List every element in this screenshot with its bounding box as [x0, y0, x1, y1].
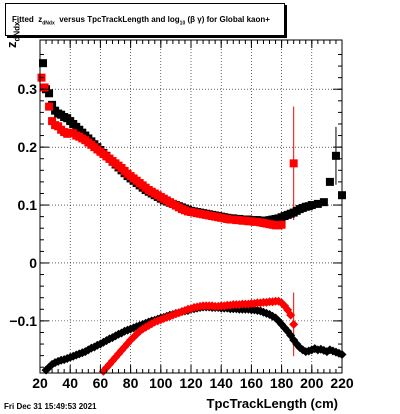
y-tick-label: 0.3: [18, 81, 38, 97]
y-tick-label: 0.2: [18, 139, 38, 155]
y-axis-title-z: z: [4, 41, 19, 49]
timestamp-footer: Fri Dec 31 15:49:53 2021: [4, 402, 97, 411]
x-tick-label: 140: [210, 375, 234, 391]
x-tick-label: 40: [62, 375, 78, 391]
title-z-symbol: z: [38, 15, 43, 24]
title-middle: versus TpcTrackLength and log: [59, 15, 180, 24]
axis-ticks: [39, 40, 343, 373]
width-marker: [286, 310, 296, 320]
width-marker: [289, 319, 299, 329]
title-prefix: Fitted: [12, 15, 34, 24]
mean-marker: [289, 159, 298, 168]
mean-marker: [39, 59, 48, 68]
title-z-subscript: dNdx: [42, 20, 55, 27]
x-tick-label: 60: [93, 375, 109, 391]
mean-marker: [277, 220, 286, 229]
tick-labels: 20 40 60 80 100 120 140 160 180 200 220 −0.1 0 0.1 0.2…: [9, 81, 354, 391]
grid-lines: [40, 40, 342, 373]
mean-marker: [48, 117, 57, 126]
x-tick-label: 100: [149, 375, 173, 391]
mean-marker: [45, 102, 54, 111]
y-tick-label: 0.1: [18, 197, 38, 213]
x-tick-label: 20: [32, 375, 48, 391]
mean-marker: [331, 151, 340, 160]
y-tick-label: −0.1: [9, 313, 37, 329]
title-beta-gamma: (β γ): [187, 15, 205, 24]
title-suffix: for Global kaon+: [206, 15, 270, 24]
x-tick-label: 160: [240, 375, 264, 391]
mean-marker: [325, 177, 334, 186]
title-log-subscript: 10: [179, 20, 186, 27]
x-tick-label: 200: [300, 375, 324, 391]
x-tick-label: 180: [270, 375, 294, 391]
x-tick-label: 220: [330, 375, 354, 391]
y-axis-title: zdNdx: [4, 22, 22, 49]
data-points: [37, 59, 347, 376]
mean-marker: [313, 199, 322, 208]
x-tick-label: 80: [123, 375, 139, 391]
mean-marker: [40, 83, 49, 92]
y-tick-label: 0: [29, 255, 37, 271]
x-axis-title: TpcTrackLength (cm): [206, 396, 338, 411]
mean-marker: [45, 89, 54, 98]
y-axis-title-subscript: dNdx: [12, 21, 22, 42]
error-bars: [293, 106, 337, 357]
mean-marker: [319, 198, 328, 207]
x-tick-label: 120: [179, 375, 203, 391]
chart-title: Fitted zdNdx versus TpcTrackLength and l…: [12, 15, 270, 27]
title-box: Fitted zdNdx versus TpcTrackLength and l…: [5, 3, 285, 36]
mean-marker: [307, 201, 316, 210]
